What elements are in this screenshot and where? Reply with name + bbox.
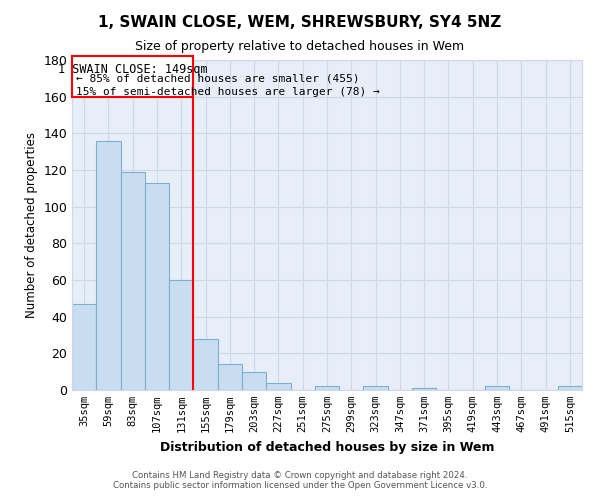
Bar bbox=[121, 172, 145, 390]
Bar bbox=[96, 140, 121, 390]
Bar bbox=[558, 386, 582, 390]
Y-axis label: Number of detached properties: Number of detached properties bbox=[25, 132, 38, 318]
Bar bbox=[266, 382, 290, 390]
Text: 1 SWAIN CLOSE: 149sqm: 1 SWAIN CLOSE: 149sqm bbox=[58, 62, 208, 76]
Text: 15% of semi-detached houses are larger (78) →: 15% of semi-detached houses are larger (… bbox=[76, 86, 379, 97]
Text: Size of property relative to detached houses in Wem: Size of property relative to detached ho… bbox=[136, 40, 464, 53]
Bar bbox=[193, 338, 218, 390]
Bar bbox=[72, 304, 96, 390]
Bar bbox=[242, 372, 266, 390]
Bar bbox=[145, 183, 169, 390]
Bar bbox=[218, 364, 242, 390]
Bar bbox=[364, 386, 388, 390]
Bar bbox=[412, 388, 436, 390]
X-axis label: Distribution of detached houses by size in Wem: Distribution of detached houses by size … bbox=[160, 440, 494, 454]
Bar bbox=[315, 386, 339, 390]
Bar bbox=[169, 280, 193, 390]
FancyBboxPatch shape bbox=[72, 56, 193, 96]
Bar bbox=[485, 386, 509, 390]
Text: 1, SWAIN CLOSE, WEM, SHREWSBURY, SY4 5NZ: 1, SWAIN CLOSE, WEM, SHREWSBURY, SY4 5NZ bbox=[98, 15, 502, 30]
Text: Contains HM Land Registry data © Crown copyright and database right 2024.
Contai: Contains HM Land Registry data © Crown c… bbox=[113, 470, 487, 490]
Text: ← 85% of detached houses are smaller (455): ← 85% of detached houses are smaller (45… bbox=[76, 74, 359, 84]
